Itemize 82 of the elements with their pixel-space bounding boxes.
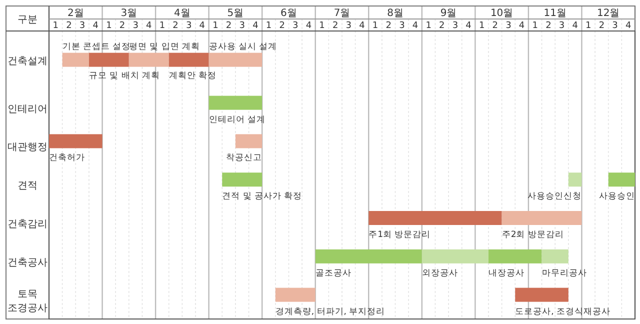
annotation: 경계측량, 터파기, 부지정리	[275, 306, 386, 317]
annotation: 1	[266, 21, 272, 31]
annotation: 3	[346, 21, 352, 31]
annotation: 2	[546, 21, 552, 31]
annotation: 2	[66, 21, 72, 31]
annotation: 2	[386, 21, 392, 31]
x-tick-label: 9월	[440, 8, 457, 19]
annotation: 3	[612, 21, 618, 31]
annotation: 1	[532, 21, 538, 31]
y-tick-label: 건축감리	[8, 219, 48, 230]
annotation: 3	[186, 21, 192, 31]
annotation: 3	[79, 21, 86, 31]
x-tick-label: 11월	[544, 8, 566, 19]
x-tick-label: 10월	[490, 8, 514, 19]
annotation: 규모 및 배치 계획	[88, 70, 160, 81]
annotation: 인테리어 설계	[208, 114, 266, 125]
annotation: 계획안 확정	[168, 70, 217, 81]
y-tick-label: 인테리어	[8, 104, 48, 115]
x-tick-label: 3월	[120, 8, 138, 19]
annotation: 2	[279, 21, 285, 31]
annotation: 착공신고	[226, 153, 262, 164]
annotation: 1	[478, 21, 485, 31]
annotation: 4	[199, 21, 206, 31]
annotation: 1	[52, 21, 59, 31]
y-tick-label: 건축공사	[8, 257, 48, 268]
annotation: 외장공사	[422, 268, 458, 278]
annotation: 4	[572, 21, 578, 31]
x-tick-label: 2월	[67, 8, 84, 19]
annotation: 사용승인	[599, 192, 635, 202]
annotation: 골조공사	[315, 268, 352, 278]
annotation: 4	[306, 21, 312, 31]
annotation: 2	[226, 21, 232, 31]
annotation: 4	[518, 21, 525, 31]
annotation: 2	[119, 21, 126, 31]
annotation: 3	[239, 21, 245, 31]
annotation: 4	[412, 21, 418, 31]
annotation: 2	[332, 21, 338, 31]
annotation: 4	[625, 21, 632, 31]
annotation: 4	[92, 21, 99, 31]
annotation: 평면 및 입면 계획	[128, 42, 200, 52]
annotation: 내장공사	[488, 268, 524, 278]
annotation: 도로공사, 조경식재공사	[515, 306, 611, 317]
annotation: 4	[466, 21, 472, 31]
annotation: 1	[586, 21, 592, 31]
annotation: 주2회 방문감리	[502, 230, 564, 240]
annotation: 3	[558, 21, 565, 31]
annotation: 마무리공사	[542, 268, 587, 278]
annotation: 2	[492, 21, 498, 31]
x-tick-label: 8월	[387, 8, 404, 19]
annotation: 2	[439, 21, 445, 31]
annotation: 사용승인신청	[528, 192, 582, 202]
annotation: 4	[359, 21, 366, 31]
x-tick-label: 6월	[280, 8, 297, 19]
annotation: 공사용 실시 설계	[208, 42, 278, 52]
y-tick-label: 대관행정	[8, 142, 48, 154]
annotation: 기본 콘셉트 설정	[62, 42, 131, 52]
x-tick-label: 5월	[227, 8, 244, 19]
y-tick-label: 견적	[18, 180, 38, 192]
annotation: 2	[598, 21, 605, 31]
annotation: 1	[159, 21, 166, 31]
y-tick-label: 건축설계	[8, 56, 48, 67]
annotation: 1	[319, 21, 325, 31]
annotation: 1	[212, 21, 218, 31]
annotation: 3	[452, 21, 458, 31]
y-tick-label: 토목 조경공사	[8, 288, 48, 314]
annotation: 1	[372, 21, 378, 31]
annotation: 2	[172, 21, 178, 31]
x-tick-label: 12월	[596, 8, 620, 19]
x-tick-label: 4월	[174, 8, 190, 19]
y-axis-title: 구분	[18, 14, 38, 26]
annotation: 견적 및 공사가 확정	[222, 192, 302, 202]
annotation: 3	[399, 21, 405, 31]
annotation: 건축허가	[49, 153, 85, 164]
annotation: 3	[506, 21, 512, 31]
annotation: 4	[252, 21, 259, 31]
annotation: 3	[132, 21, 138, 31]
annotation: 주1회 방문감리	[368, 230, 431, 240]
annotation: 1	[426, 21, 432, 31]
annotation: 4	[146, 21, 152, 31]
annotation: 3	[292, 21, 298, 31]
x-tick-label: 7월	[334, 8, 350, 19]
annotation: 1	[106, 21, 112, 31]
